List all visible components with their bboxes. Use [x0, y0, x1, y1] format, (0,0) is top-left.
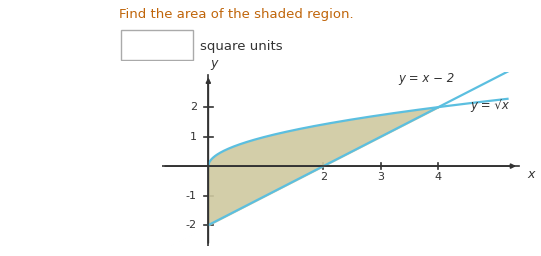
FancyBboxPatch shape: [121, 30, 193, 60]
Text: -1: -1: [186, 191, 197, 201]
Text: y: y: [210, 57, 218, 70]
Text: -2: -2: [186, 220, 197, 230]
Text: 3: 3: [378, 172, 385, 182]
Text: Find the area of the shaded region.: Find the area of the shaded region.: [119, 8, 354, 21]
Text: 2: 2: [190, 102, 197, 112]
Text: 1: 1: [190, 132, 197, 142]
Text: y = x − 2: y = x − 2: [398, 72, 454, 85]
Text: x: x: [527, 168, 535, 180]
Text: square units: square units: [200, 40, 283, 52]
Text: 4: 4: [435, 172, 442, 182]
Text: 2: 2: [320, 172, 327, 182]
Text: y = √x: y = √x: [470, 99, 509, 112]
